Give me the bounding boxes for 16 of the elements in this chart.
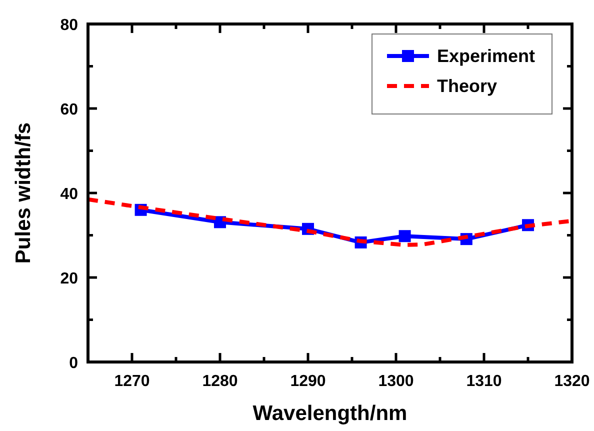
x-tick-label: 1270 — [114, 373, 150, 390]
x-tick-label: 1290 — [290, 373, 326, 390]
x-tick-label: 1280 — [202, 373, 238, 390]
x-tick-label: 1310 — [466, 373, 502, 390]
y-tick-label: 60 — [60, 102, 78, 118]
y-tick-label: 20 — [60, 270, 78, 288]
x-tick-label: 1320 — [554, 373, 590, 390]
y-tick-label: 80 — [60, 17, 78, 34]
point — [398, 230, 411, 242]
y-tick-label: 0 — [69, 355, 78, 372]
legend-label: Experiment — [437, 46, 536, 66]
y-axis-title: Pules width/fs — [12, 122, 35, 264]
x-tick-label: 1300 — [378, 373, 414, 390]
legend-label: Theory — [437, 76, 498, 96]
y-tick-label: 40 — [60, 186, 78, 203]
x-axis-title: Wavelength/nm — [252, 402, 408, 425]
